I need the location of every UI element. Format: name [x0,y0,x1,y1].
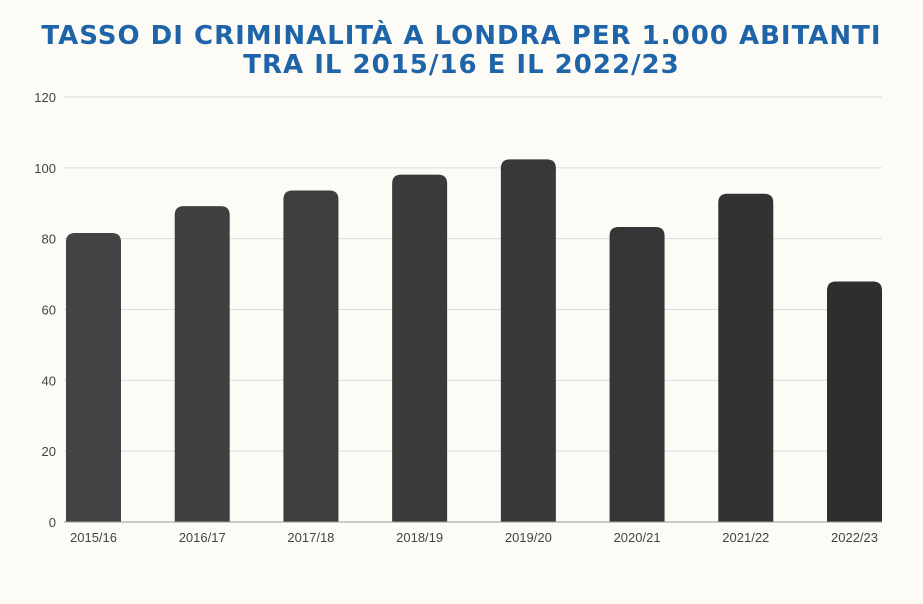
bar [500,159,556,523]
x-tick-label: 2020/21 [614,530,661,545]
x-tick-label: 2016/17 [179,530,226,545]
bar [66,233,121,522]
x-tick-label: 2017/18 [287,530,334,545]
y-tick-label: 100 [34,161,56,176]
y-tick-label: 0 [49,515,56,530]
x-tick-label: 2019/20 [505,530,552,545]
chart-title-line-2: TRA IL 2015/16 E IL 2022/23 [243,50,680,80]
bar [283,190,339,522]
x-tick-label: 2021/22 [722,530,769,545]
y-tick-label: 120 [34,90,56,105]
x-tick-label: 2015/16 [70,530,117,545]
chart-title: TASSO DI CRIMINALITÀ A LONDRA PER 1.000 … [0,22,923,80]
y-tick-label: 80 [42,232,56,247]
x-tick-label: 2022/23 [831,530,878,545]
x-tick-label: 2018/19 [396,530,443,545]
bar [609,226,665,522]
y-tick-label: 40 [42,373,56,388]
chart-title-line-1: TASSO DI CRIMINALITÀ A LONDRA PER 1.000 … [41,21,882,51]
bar [392,174,448,522]
y-tick-label: 60 [42,303,56,318]
bar [718,193,774,522]
bar [174,206,230,523]
bar [827,281,882,522]
y-tick-label: 20 [42,444,56,459]
